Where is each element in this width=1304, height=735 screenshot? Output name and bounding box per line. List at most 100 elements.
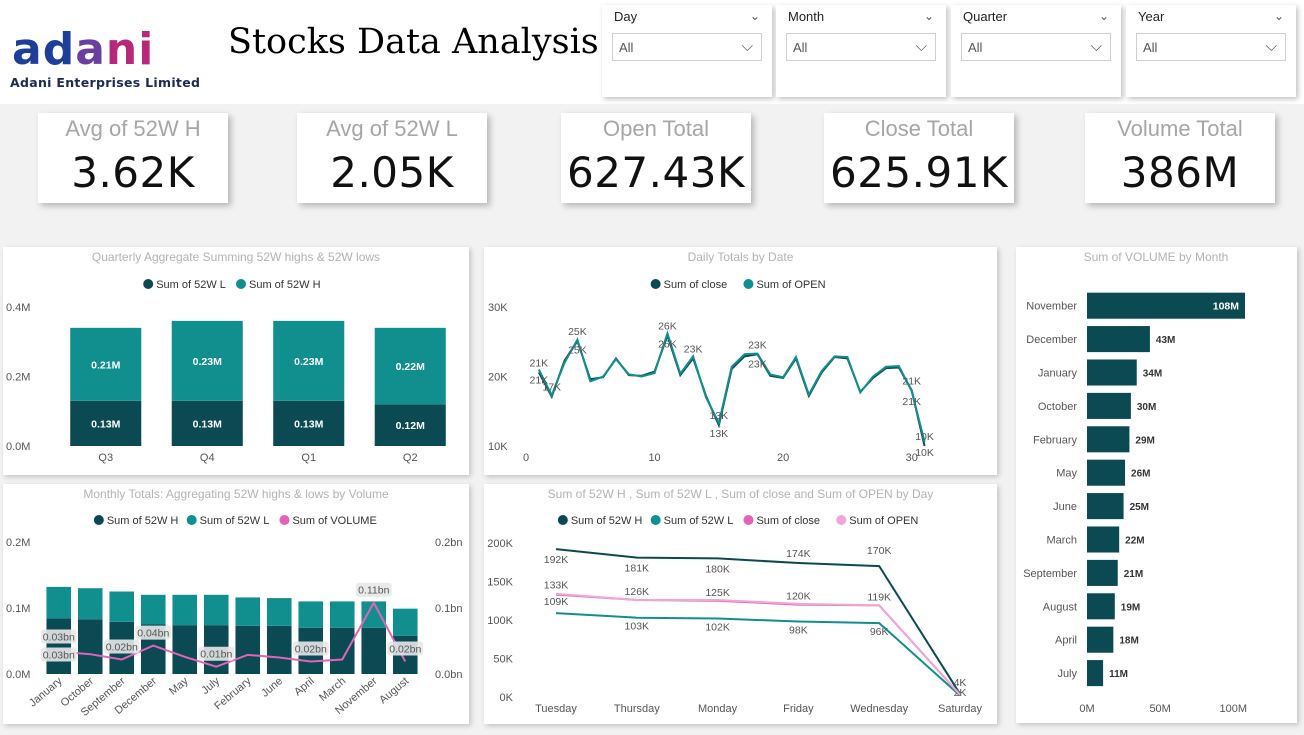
data-label: 0.01bn <box>200 649 232 661</box>
series-line <box>537 330 926 443</box>
data-label: 21K <box>530 357 549 369</box>
bar-segment <box>46 586 72 619</box>
data-label: 0.12M <box>396 420 425 432</box>
series-line <box>555 592 961 696</box>
slicer-dropdown[interactable]: All ⌵ <box>961 33 1111 61</box>
y-tick-label: March <box>1046 535 1077 547</box>
bar-segment <box>361 627 387 674</box>
y-tick-label: 0.2M <box>6 372 30 384</box>
data-label: 29M <box>1135 435 1154 446</box>
data-label: 30M <box>1137 402 1156 413</box>
kpi-card-volume-total: Volume Total 386M <box>1085 113 1275 203</box>
bar-segment <box>266 625 292 674</box>
quarter-slicer[interactable]: Quarter ⌄ All ⌵ <box>951 5 1121 97</box>
month-slicer[interactable]: Month ⌄ All ⌵ <box>776 5 946 97</box>
bar-segment <box>235 625 261 674</box>
bar-segment <box>203 594 229 626</box>
bar-segment <box>172 594 198 626</box>
data-label: 26K <box>658 338 677 350</box>
bar-segment <box>171 320 243 401</box>
y-tick-label: October <box>1038 401 1077 413</box>
data-label: 0.23M <box>193 356 222 368</box>
bar <box>1087 493 1124 520</box>
series-line <box>537 332 926 447</box>
data-label: 174K <box>786 548 811 560</box>
legend-label: Sum of 52W H <box>571 515 643 527</box>
data-label: 0.22M <box>396 361 425 373</box>
monthly-volume-chart-panel[interactable]: Monthly Totals: Aggregating 52W highs & … <box>3 484 469 724</box>
year-slicer[interactable]: Year ⌄ All ⌵ <box>1126 5 1296 97</box>
y-tick-label: 10K <box>488 441 508 453</box>
chart-title: Quarterly Aggregate Summing 52W highs & … <box>92 250 380 264</box>
bar <box>1087 526 1120 553</box>
data-label: 26K <box>658 320 677 332</box>
legend-marker <box>743 515 754 525</box>
y-tick-label: 50K <box>493 654 513 666</box>
bar-segment <box>374 404 446 446</box>
data-label: 108M <box>1213 301 1240 313</box>
data-label-bg <box>355 582 392 597</box>
chevron-down-icon[interactable]: ⌄ <box>1098 9 1109 23</box>
data-label: 21K <box>902 396 921 408</box>
quarterly-chart-panel[interactable]: Quarterly Aggregate Summing 52W highs & … <box>3 247 469 475</box>
series-line <box>555 593 961 696</box>
y-tick-label: January <box>1038 368 1078 380</box>
x-tick-label: January <box>27 675 65 710</box>
x-tick-label: 0 <box>523 452 529 464</box>
legend-label: Sum of close <box>756 515 820 527</box>
daily-chart-panel[interactable]: Daily Totals by Date Sum of close Sum of O… <box>484 247 997 475</box>
legend-marker <box>650 515 661 525</box>
bar-segment <box>266 598 292 626</box>
data-label: 98K <box>789 625 808 637</box>
x-tick-label: 20 <box>777 452 789 464</box>
y-tick-label: 0.2M <box>6 537 30 549</box>
company-logo: adani Adani Enterprises Limited <box>8 24 218 92</box>
data-label: 23K <box>748 359 767 371</box>
slicer-dropdown[interactable]: All ⌵ <box>1136 33 1286 61</box>
data-label: 119K <box>867 591 891 603</box>
slicer-dropdown[interactable]: All ⌵ <box>612 33 762 61</box>
legend-marker <box>557 515 568 525</box>
bar <box>1087 626 1114 653</box>
data-label: 0.13M <box>294 418 323 430</box>
data-label: 23K <box>684 343 703 355</box>
x-tick-label: July <box>199 675 222 697</box>
y-tick-label: 150K <box>487 577 513 589</box>
chevron-down-icon[interactable]: ⌄ <box>749 9 760 23</box>
by-day-chart-panel[interactable]: Sum of 52W H , Sum of 52W L , Sum of clo… <box>484 484 997 724</box>
slicer-dropdown[interactable]: All ⌵ <box>786 33 936 61</box>
chevron-down-icon[interactable]: ⌄ <box>1273 9 1284 23</box>
x-tick-label: 10 <box>648 452 660 464</box>
y-tick-label: 200K <box>487 538 513 550</box>
chevron-down-icon[interactable]: ⌄ <box>923 9 934 23</box>
legend-label: Sum of 52W H <box>249 279 321 291</box>
kpi-card-avg-52w-high: Avg of 52W H 3.62K <box>38 113 228 203</box>
data-label: 10K <box>915 431 934 443</box>
quarterly-chart: Quarterly Aggregate Summing 52W highs & … <box>6 250 446 464</box>
kpi-label: Close Total <box>864 116 974 141</box>
chart-title: Sum of 52W H , Sum of 52W L , Sum of clo… <box>548 487 934 501</box>
bar-segment <box>298 601 324 628</box>
data-label: 34M <box>1143 369 1162 380</box>
volume-month-chart-panel[interactable]: Sum of VOLUME by Month November 108M Decemb… <box>1016 247 1297 723</box>
legend-marker <box>279 515 290 525</box>
volume-month-chart: Sum of VOLUME by Month November 108M Decemb… <box>1023 250 1247 715</box>
chart-title: Daily Totals by Date <box>688 250 794 264</box>
legend-marker <box>836 515 847 525</box>
page-title: Stocks Data Analysis <box>228 22 599 62</box>
series-line <box>555 612 961 697</box>
data-label: 26M <box>1131 469 1150 480</box>
legend-label: Sum of close <box>664 279 728 291</box>
bar-segment <box>77 619 103 674</box>
bar-segment <box>392 608 418 636</box>
data-label: 102K <box>705 621 730 633</box>
by-day-chart: Sum of 52W H , Sum of 52W L , Sum of clo… <box>487 487 982 715</box>
kpi-card-avg-52w-low: Avg of 52W L 2.05K <box>297 113 487 203</box>
slicer-value: All <box>619 40 634 55</box>
y-tick-label: 0K <box>500 692 514 704</box>
y2-tick-label: 0.2bn <box>435 537 463 549</box>
data-label: 0.02bn <box>389 643 421 655</box>
x-tick-label: Monday <box>698 703 738 715</box>
legend-label: Sum of 52W L <box>156 279 226 291</box>
day-slicer[interactable]: Day ⌄ All ⌵ <box>602 5 772 97</box>
